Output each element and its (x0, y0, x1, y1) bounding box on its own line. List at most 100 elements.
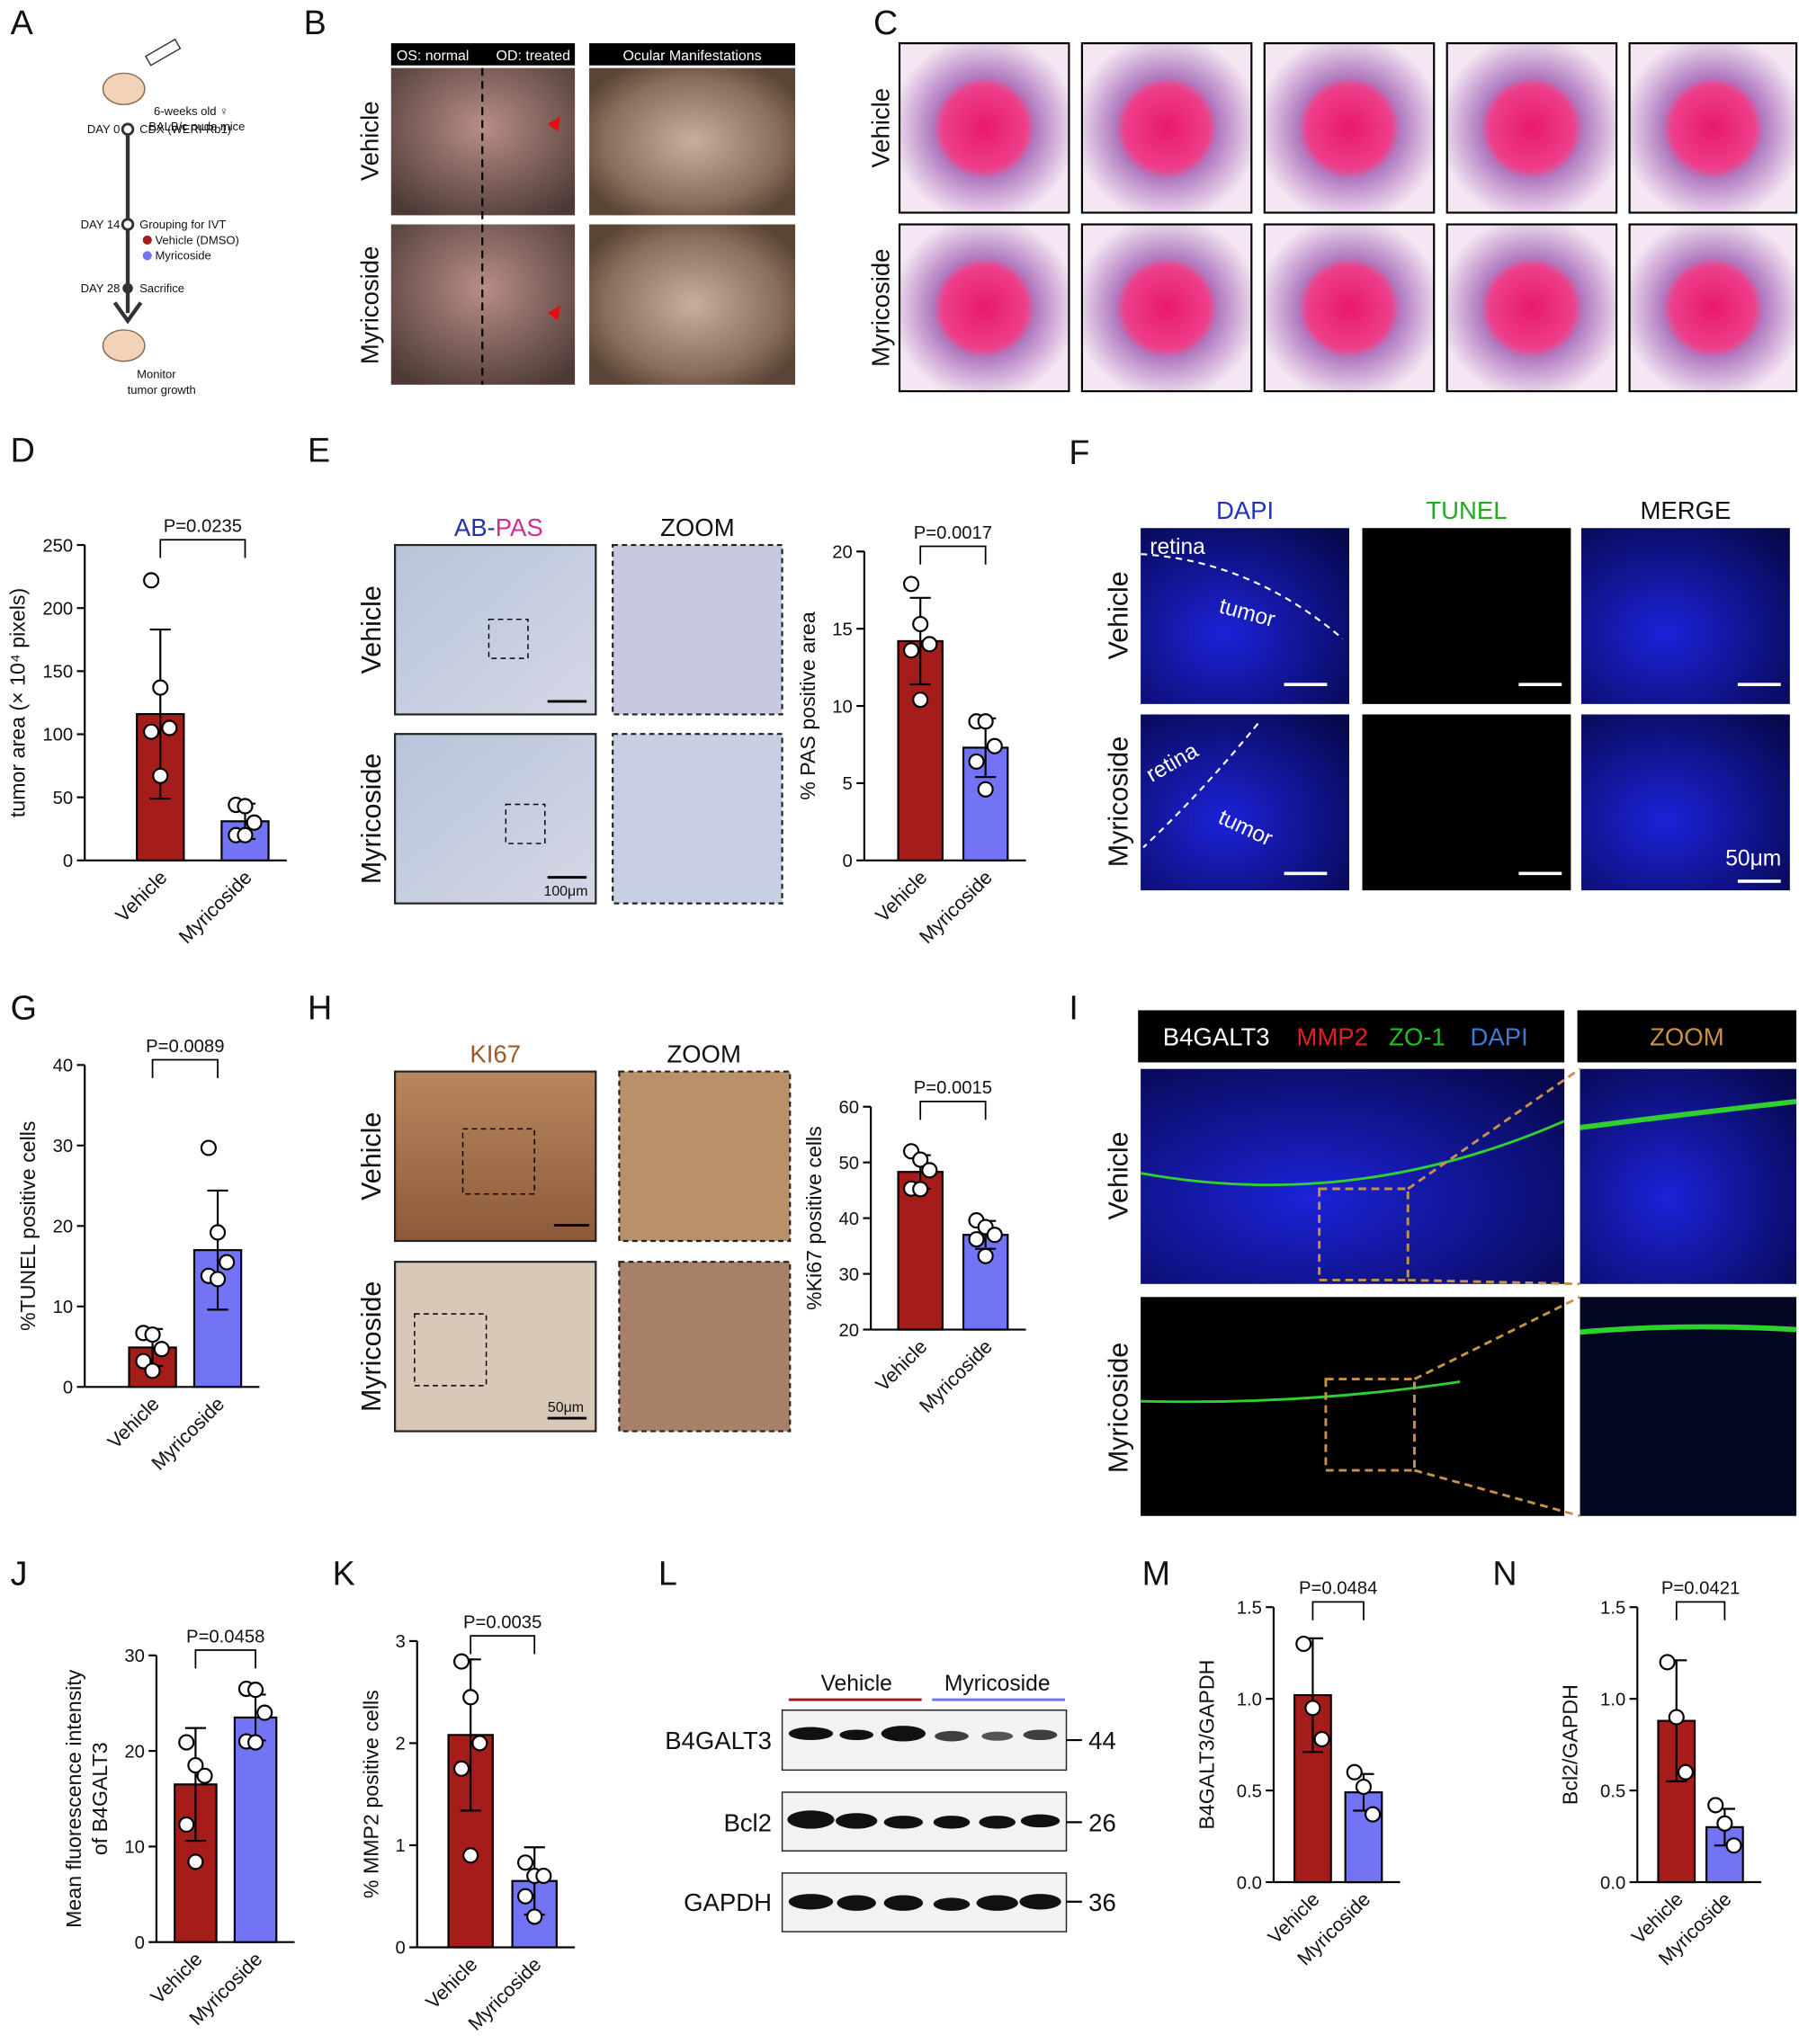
panel-label: G (11, 989, 37, 1027)
mouse-strain: BALB/c nude mice (148, 120, 245, 133)
row-label: Vehicle (356, 1112, 387, 1201)
significance-bracket (1675, 1601, 1726, 1620)
channel: MMP2 (1296, 1023, 1368, 1051)
y-tick-label: 1 (395, 1836, 405, 1856)
data-point (153, 1341, 170, 1358)
p-value: P=0.0484 (1299, 1579, 1377, 1599)
y-tick-label: 150 (42, 663, 73, 683)
data-point (912, 615, 929, 633)
y-tick-label: 0.5 (1237, 1781, 1262, 1801)
data-point (1304, 1700, 1321, 1717)
y-tick-label: 60 (839, 1098, 860, 1118)
data-point (161, 719, 178, 736)
group-label: Myricoside (944, 1672, 1051, 1696)
significance-bracket (159, 539, 246, 558)
data-point (187, 1757, 204, 1774)
panel-label: F (1069, 433, 1089, 471)
y-tick-label: 0 (63, 1379, 73, 1398)
row-label: Myricoside (355, 246, 383, 364)
x-tick-label: Vehicle (103, 1392, 164, 1452)
panel-b: OS: normal OD: treated Ocular Manifestat… (355, 43, 796, 385)
day: DAY 14 (81, 218, 121, 231)
panel-label: I (1069, 989, 1078, 1027)
data-point (178, 1734, 195, 1751)
data-point (968, 1231, 985, 1248)
y-tick-label: 0.0 (1237, 1873, 1262, 1893)
significance-bracket (919, 1101, 987, 1120)
data-point (912, 1151, 929, 1168)
p-value: P=0.0015 (914, 1078, 992, 1098)
y-tick-label: 1.5 (1600, 1598, 1625, 1618)
y-tick-label: 40 (53, 1057, 74, 1076)
step: Sacrifice (139, 281, 184, 295)
data-point (535, 1867, 552, 1885)
data-point (246, 814, 263, 831)
data-point (968, 753, 985, 770)
bar (897, 1171, 944, 1331)
data-point (1677, 1763, 1694, 1781)
data-point (517, 1854, 534, 1871)
p-value: P=0.0421 (1661, 1579, 1740, 1599)
y-axis-label: Mean fluorescence intensity (62, 1669, 85, 1928)
panel-h: KI67 ZOOM 50μm Vehicle Myricoside (356, 1040, 792, 1433)
y-tick-label: 10 (53, 1298, 74, 1317)
panel-label: K (333, 1555, 355, 1593)
region: retina (1150, 535, 1205, 559)
significance-bracket (919, 545, 987, 565)
y-axis-label: Bcl2/GAPDH (1559, 1684, 1582, 1805)
data-point (209, 1271, 227, 1288)
zoom-label: ZOOM (660, 513, 735, 541)
y-axis-label: of B4GALT3 (88, 1742, 112, 1855)
channel: MERGE (1640, 496, 1731, 524)
protein-label: B4GALT3 (665, 1727, 772, 1754)
row-label: Myricoside (1104, 736, 1134, 867)
data-point (1313, 1730, 1330, 1748)
panel-label: D (11, 431, 35, 469)
y-tick-label: 250 (42, 536, 73, 556)
y-tick-label: 30 (53, 1137, 74, 1156)
protein-label: GAPDH (684, 1888, 772, 1916)
y-tick-label: 0 (63, 852, 73, 871)
y-tick-label: 1.0 (1237, 1690, 1262, 1709)
y-tick-label: 1.0 (1600, 1690, 1625, 1709)
data-point (178, 1816, 195, 1834)
size-label: 44 (1088, 1727, 1116, 1754)
header: Ocular Manifestations (622, 49, 761, 64)
data-point (1295, 1635, 1312, 1653)
data-point (247, 1682, 264, 1699)
data-point (247, 1734, 264, 1751)
panel-l: Vehicle Myricoside B4GALT3 Bcl2 GAPDH 44… (665, 1672, 1116, 1932)
p-value: P=0.0017 (914, 523, 992, 543)
row-label: Vehicle (355, 101, 383, 181)
y-tick-label: 100 (42, 726, 73, 745)
data-point (921, 636, 938, 653)
y-tick-label: 200 (42, 599, 73, 619)
p-value: P=0.0458 (186, 1627, 264, 1647)
y-tick-label: 0 (843, 852, 853, 871)
data-point (143, 723, 160, 740)
y-axis-label: tumor area (× 10⁴ pixels) (6, 588, 30, 817)
data-point (912, 1181, 929, 1198)
stain: PAS (496, 513, 543, 541)
data-point (517, 1888, 534, 1905)
y-tick-label: 1.5 (1237, 1598, 1262, 1618)
y-axis-label: %TUNEL positive cells (16, 1121, 40, 1332)
data-point (462, 1689, 479, 1706)
header: OD: treated (497, 49, 570, 64)
channel: ZO-1 (1389, 1023, 1445, 1051)
channel: DAPI (1216, 496, 1274, 524)
x-tick-label: Vehicle (111, 866, 171, 926)
scale-label: 50μm (548, 1400, 584, 1415)
end-note: Monitor (137, 368, 176, 381)
data-point (1346, 1763, 1363, 1781)
p-value: P=0.0035 (463, 1612, 541, 1632)
panel-c: Vehicle Myricoside (866, 42, 1798, 393)
y-tick-label: 50 (53, 789, 74, 808)
data-point (237, 798, 254, 815)
group: Myricoside (155, 249, 210, 263)
size-label: 26 (1088, 1809, 1116, 1837)
channel: TUNEL (1426, 496, 1507, 524)
y-axis-label: %Ki67 positive cells (802, 1126, 826, 1310)
scale-label: 100μm (543, 884, 587, 899)
